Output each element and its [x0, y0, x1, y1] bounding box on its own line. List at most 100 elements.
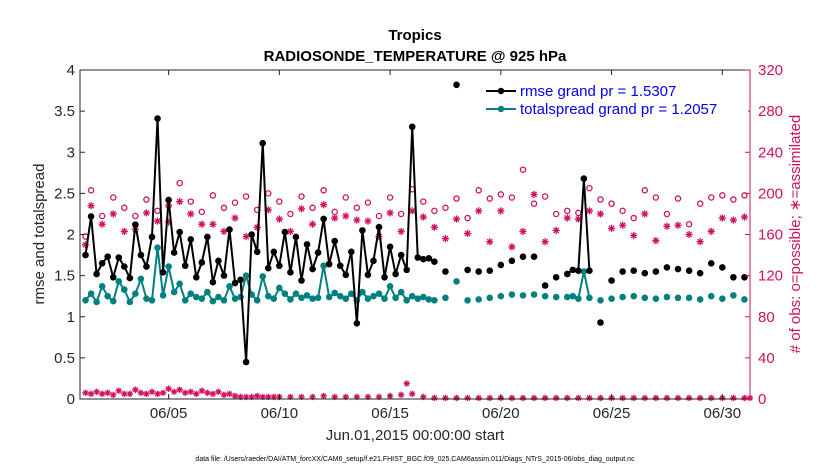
rmse-point: [397, 251, 405, 259]
rmse-segment: [278, 231, 286, 267]
asterisk-stroke: [475, 207, 482, 214]
totalspread-point: [170, 288, 178, 296]
rmse-point: [652, 268, 660, 275]
totalspread-point: [408, 292, 416, 300]
obs-low-marker: [541, 394, 549, 402]
asterisk-stroke: [376, 394, 382, 400]
legend-box: [483, 80, 748, 120]
rmse-point: [364, 271, 372, 279]
asterisk-stroke: [342, 212, 349, 219]
y-tick-label-right: 0: [758, 391, 766, 408]
rmse-point: [575, 267, 582, 274]
obs-possible-marker: [630, 214, 637, 222]
asterisk-stroke: [575, 216, 582, 223]
totalspread-segment: [582, 270, 591, 299]
rmse-segment: [355, 229, 364, 325]
rmse-segment: [256, 142, 264, 253]
rmse-segment: [145, 235, 153, 268]
totalspread-point: [397, 288, 405, 296]
obs-low-marker: [364, 393, 372, 401]
x-axis-label: Jun.01,2015 00:00:00 start: [326, 427, 505, 444]
asterisk-stroke: [287, 228, 294, 235]
obs-possible-marker: [320, 187, 327, 194]
obs-possible-marker: [508, 194, 516, 201]
obs-low-marker: [552, 394, 560, 402]
y-tick-label-left: 4: [67, 62, 75, 79]
totalspread-point: [176, 280, 183, 288]
asterisk-stroke: [497, 207, 504, 214]
rmse-segment: [317, 217, 325, 254]
asterisk-stroke: [486, 238, 493, 245]
obs-assimilated-marker: [663, 222, 671, 230]
asterisk-stroke: [619, 222, 626, 229]
y-axis-right: 0 40 80 120 160 200 240 280 320: [745, 62, 783, 408]
obs-assimilated-marker: [552, 226, 560, 234]
obs-possible-marker: [608, 200, 615, 207]
obs-low-marker: [121, 390, 128, 398]
totalspread-point: [641, 294, 649, 302]
rmse-point: [541, 282, 549, 289]
y-tick-label-left: 1: [67, 309, 75, 326]
asterisk-stroke: [226, 391, 233, 397]
rmse-point: [143, 263, 150, 270]
obs-possible-marker: [309, 204, 316, 212]
rmse-segment: [156, 117, 165, 274]
totalspread-point: [563, 293, 571, 301]
asterisk-stroke: [127, 391, 133, 397]
legend-spread-marker: [497, 105, 505, 113]
obs-assimilated-marker: [430, 223, 438, 231]
rmse-point: [137, 251, 145, 259]
rmse-point: [292, 233, 300, 241]
totalspread-point: [287, 296, 294, 303]
asterisk-stroke: [608, 225, 615, 232]
obs-assimilated-marker: [652, 237, 660, 245]
rmse-segment: [167, 198, 176, 254]
rmse-segment: [294, 235, 303, 282]
obs-possible-marker: [353, 204, 361, 212]
rmse-point: [176, 228, 183, 236]
obs-assimilated-marker: [331, 214, 339, 222]
obs-possible-marker: [453, 195, 460, 202]
totalspread-point: [253, 297, 261, 304]
chart-title: Tropics: [388, 27, 441, 44]
obs-low-marker: [597, 394, 604, 402]
obs-assimilated-marker: [464, 229, 472, 238]
totalspread-segment: [261, 275, 270, 298]
obs-possible-marker: [464, 214, 471, 222]
totalspread-point: [220, 297, 228, 304]
asterisk-stroke: [663, 223, 670, 230]
asterisk-stroke: [204, 390, 211, 396]
obs-assimilated-marker: [696, 238, 704, 246]
totalspread-point: [292, 290, 300, 298]
rmse-point: [325, 260, 333, 268]
totalspread-point: [93, 298, 100, 306]
rmse-point: [336, 262, 344, 270]
totalspread-point: [336, 292, 344, 300]
x-tick-label: 06/15: [371, 405, 409, 422]
rmse-point: [552, 273, 560, 281]
obs-possible-marker: [541, 193, 549, 200]
rmse-point: [154, 115, 161, 122]
rmse-point: [248, 231, 255, 238]
obs-possible-marker: [375, 212, 383, 220]
rmse-segment: [289, 235, 297, 274]
totalspread-point: [652, 295, 660, 302]
asterisk-stroke: [248, 394, 255, 400]
totalspread-point: [497, 292, 505, 300]
totalspread-point: [209, 297, 217, 305]
rmse-point: [287, 269, 294, 276]
y-tick-label-right: 160: [758, 227, 783, 244]
totalspread-point: [198, 295, 206, 302]
y-tick-label-left: 0: [67, 391, 75, 408]
obs-assimilated-marker: [109, 210, 117, 218]
totalspread-point: [187, 290, 195, 298]
y-tick-label-right: 120: [758, 268, 783, 285]
obs-possible-marker: [564, 207, 571, 215]
obs-low-marker: [508, 394, 516, 402]
rmse-segment: [283, 231, 292, 274]
obs-possible-marker: [652, 194, 660, 201]
obs-low-marker: [663, 394, 671, 402]
totalspread-point: [204, 288, 211, 296]
totalspread-point: [331, 289, 339, 297]
obs-possible-marker: [619, 207, 626, 215]
